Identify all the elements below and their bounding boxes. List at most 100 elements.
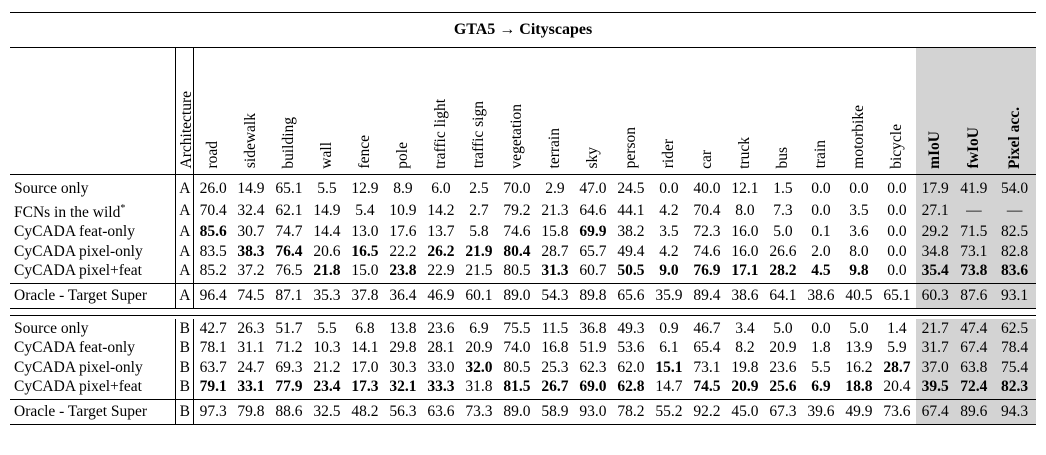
value-cell: — [954,198,994,223]
column-header-architecture: Architecture [178,91,196,169]
value-cell: 26.3 [237,319,265,337]
value-cell: 89.8 [573,282,612,309]
value-cell: 23.4 [313,378,341,396]
header-cell: terrain [535,47,574,175]
value-cell: 20.9 [769,339,797,357]
value-cell: 71.2 [275,339,303,357]
value-cell: 20.6 [313,242,341,260]
value-cell: 3.5 [659,223,679,241]
value-cell: 5.5 [317,180,337,197]
value-cell: 73.1 [693,358,721,376]
value-cell: 17.3 [351,378,379,396]
header-cell: truck [725,47,764,175]
value-cell: 28.1 [427,339,455,357]
value-cell: 80.5 [503,358,531,376]
value-cell: 62.3 [579,358,607,376]
method-name: FCNs in the wild* [14,202,126,221]
value-cell: 24.7 [237,358,265,376]
value-cell: 14.7 [655,378,683,396]
value-cell: 22.9 [427,262,455,280]
column-header-sky: sky [584,146,602,169]
value-cell: 0.9 [659,319,679,337]
value-cell: 31.7 [915,338,955,358]
value-cell: 70.0 [503,180,531,197]
header-cell: bicycle [877,47,916,175]
value-cell: 79.1 [199,378,227,396]
method-name: CyCADA pixel+feat [14,262,142,280]
value-cell: 21.9 [465,242,493,260]
value-cell: 35.4 [915,261,955,284]
column-header-sidewalk: sidewalk [242,113,260,169]
value-cell: 0.0 [887,242,907,260]
value-cell: 0.0 [849,180,869,197]
value-cell: 88.6 [269,398,308,425]
value-cell: 62.8 [617,378,645,396]
header-cell: rider [649,47,688,175]
value-cell: 80.5 [503,262,531,280]
value-cell: 12.9 [351,180,379,197]
value-cell: 82.8 [993,241,1036,262]
value-cell: 50.5 [617,262,645,280]
value-cell: 13.9 [845,339,873,357]
value-cell: 65.7 [579,242,607,260]
value-cell: 60.1 [459,282,498,309]
value-cell: 73.1 [954,241,994,262]
value-cell: 69.3 [275,358,303,376]
value-cell: 26.7 [541,378,569,396]
value-cell: 82.5 [993,222,1036,242]
table-row: Source only B 42.7 26.3 51.7 5.5 6.8 13.8 23.6 6.… [10,318,1036,339]
value-cell: 89.0 [497,398,536,425]
value-cell: 33.0 [427,358,455,376]
value-cell: 26.6 [769,242,797,260]
table-row: CyCADA pixel+feat A 85.2 37.2 76.5 21.8 15.0 23… [10,261,1036,284]
column-header-rider: rider [660,139,678,169]
value-cell: 39.6 [801,398,840,425]
value-cell: 70.4 [199,201,227,219]
value-cell: 22.2 [389,242,417,260]
value-cell: 23.8 [389,262,417,280]
header-cell: bus [763,47,802,175]
value-cell: 0.0 [887,180,907,197]
value-cell: 6.1 [659,339,679,357]
value-cell: 4.5 [811,262,831,280]
value-cell: 58.9 [535,398,574,425]
value-cell: 51.9 [579,339,607,357]
results-table: GTA5 → Cityscapes Architecture road sidewal… [10,12,1036,425]
value-cell: 31.8 [465,378,493,396]
value-cell: 39.5 [915,377,955,400]
header-cell: traffic sign [459,47,498,175]
value-cell: 44.1 [617,201,645,219]
value-cell: 0.0 [811,201,831,219]
value-cell: 89.4 [687,282,726,309]
value-cell: 79.2 [503,201,531,219]
value-cell: 10.9 [389,201,417,219]
value-cell: 87.6 [954,282,994,309]
value-cell: 11.5 [541,319,569,337]
value-cell: 2.9 [545,180,565,197]
value-cell: 36.8 [579,319,607,337]
value-cell: 6.9 [469,319,489,337]
value-cell: 70.4 [693,201,721,219]
method-name: CyCADA pixel-only [14,242,143,260]
value-cell: 37.8 [345,282,384,309]
value-cell: 62.5 [993,318,1036,339]
header-cell: mIoU [915,47,955,175]
value-cell: 5.5 [317,319,337,337]
value-cell: 0.0 [659,180,679,197]
results-table-container: GTA5 → Cityscapes Architecture road sidewal… [10,12,1036,425]
architecture-cell: A [175,198,195,223]
table-row: CyCADA pixel+feat B 79.1 33.1 77.9 23.4 17.3 32… [10,377,1036,400]
value-cell: 35.3 [307,282,346,309]
value-cell: 0.0 [887,201,907,219]
value-cell: 62.0 [617,358,645,376]
value-cell: 28.2 [769,262,797,280]
value-cell: 29.8 [389,339,417,357]
column-header-miou: mIoU [926,130,944,169]
value-cell: 67.3 [763,398,802,425]
value-cell: 2.5 [469,180,489,197]
value-cell: 24.5 [617,180,645,197]
value-cell: 77.9 [275,378,303,396]
value-cell: 72.3 [693,223,721,241]
value-cell: 63.7 [199,358,227,376]
header-cell: pole [383,47,422,175]
